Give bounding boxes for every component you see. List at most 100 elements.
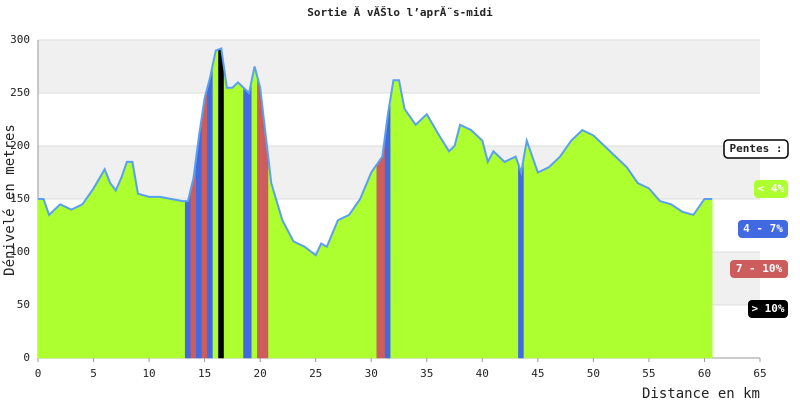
profile-strip [112,184,119,359]
profile-strip [107,176,114,359]
profile-strip [343,206,355,359]
x-tick-label: 0 [35,367,42,380]
profile-strip [498,156,511,359]
profile-strip [543,161,555,359]
x-tick-label: 5 [90,367,97,380]
profile-strip [598,140,611,359]
profile-strip [176,199,186,359]
profile-strip [184,189,191,359]
profile-strip [76,195,89,359]
profile-strip [708,198,713,359]
profile-strip [87,177,100,359]
legend-swatch [754,180,788,198]
profile-strip [201,87,208,359]
profile-strip [565,134,577,359]
x-tick-label: 10 [142,367,155,380]
profile-strip [395,80,403,359]
profile-strip [257,77,264,359]
profile-strip [576,129,589,359]
profile-strip [654,194,666,359]
profile-strip [37,198,42,359]
profile-strip [212,49,219,359]
profile-strip [323,233,333,359]
profile-strip [40,198,47,359]
x-tick-label: 35 [420,367,433,380]
profile-strip [632,174,644,359]
profile-strip [687,206,700,359]
y-tick-label: 250 [10,86,30,99]
profile-strip [523,139,533,359]
profile-strip [229,84,236,359]
x-tick-label: 15 [198,367,211,380]
legend-title-box [723,139,789,159]
y-tick-label: 300 [10,33,30,46]
profile-strip [276,201,289,359]
profile-strip [318,243,325,359]
profile-strip [698,198,709,359]
profile-strip [234,82,244,359]
legend-text: 7 - 10% [736,262,783,275]
x-tick-label: 50 [587,367,600,380]
legend-swatch [748,300,788,318]
profile-strip [443,141,453,359]
y-tick-label: 0 [23,351,30,364]
profile-strip [154,196,166,359]
profile-strip [476,134,486,359]
legend-title: Pentes : [730,142,783,155]
profile-strip [98,168,108,359]
profile-strip [376,135,386,359]
profile-strip [165,197,178,359]
profile-strip [420,113,433,359]
profile-strip [129,161,136,359]
x-tick-label: 30 [365,367,378,380]
profile-strip [287,230,300,359]
profile-strip [451,135,458,359]
profile-strip [243,79,253,359]
profile-strip [490,150,500,359]
legend-text: 4 - 7% [743,222,783,235]
profile-strip [609,150,622,359]
x-axis-label: Distance en km [642,386,760,400]
profile-strip [143,194,155,359]
profile-strip [484,151,491,359]
x-tick-label: 60 [698,367,711,380]
legend-text: > 10% [751,302,784,315]
profile-strip [554,147,566,359]
profile-strip [218,48,225,359]
profile-strip [465,127,478,359]
profile-strip [390,80,397,359]
profile-strip [223,68,230,359]
legend-text: < 4% [758,182,785,195]
y-axis-label: Dénivelé en metres [2,124,18,276]
profile-strip [401,94,411,359]
profile-strip [332,217,344,359]
y-tick-label: 100 [10,245,30,258]
legend: Pentes : < 4% 4 - 7% 7 - 10% > 10% [723,139,789,318]
x-tick-label: 55 [642,367,655,380]
profile-strip [134,177,144,359]
profile-strip [665,202,677,359]
x-tick-label: 40 [476,367,489,380]
x-tick-label: 45 [531,367,544,380]
profile-strip [409,116,422,359]
profile-strip [118,169,125,359]
profile-strip [65,206,78,359]
x-tick-label: 65 [753,367,766,380]
profile-strip [354,185,366,359]
profile-strip [54,204,67,359]
profile-strip [365,163,378,359]
legend-swatch [730,260,788,278]
profile-strip [123,161,130,359]
profile-strip [532,156,544,359]
profile-strip [620,161,633,359]
profile-strip [587,132,600,359]
profile-strip [298,243,311,359]
profile-strip [518,156,525,359]
profile-strip [46,206,55,359]
profile-strip [432,122,444,359]
profile-strip [309,249,319,359]
y-tick-label: 200 [10,139,30,152]
chart-title: Sortie Ă vĂŠlo l’aprĂ¨s-midi [307,6,493,19]
profile-strip [509,156,519,359]
